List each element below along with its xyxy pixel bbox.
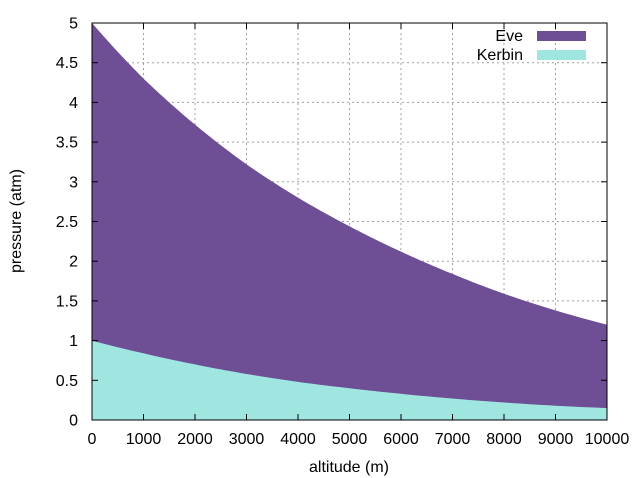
legend-label: Eve: [495, 28, 523, 45]
y-axis-title: pressure (atm): [8, 169, 25, 273]
legend-swatch: [537, 50, 586, 60]
x-tick-label: 8000: [486, 431, 522, 448]
x-tick-label: 10000: [585, 431, 630, 448]
y-tick-label: 0.5: [56, 373, 78, 390]
legend-label: Kerbin: [477, 47, 523, 64]
y-tick-label: 3: [69, 174, 78, 191]
legend: Eve Kerbin: [477, 28, 586, 64]
x-tick-label: 9000: [538, 431, 574, 448]
x-tick-label: 5000: [332, 431, 368, 448]
area-kerbin: [92, 340, 607, 420]
y-tick-label: 4: [69, 95, 78, 112]
y-tick-label: 1: [69, 333, 78, 350]
area-eve: [92, 23, 607, 420]
x-tick-label: 2000: [177, 431, 213, 448]
y-tick-label: 3.5: [56, 135, 78, 152]
y-tick-label: 5: [69, 16, 78, 33]
legend-item-eve: Eve: [495, 28, 586, 45]
x-axis-title: altitude (m): [309, 459, 389, 476]
legend-swatch: [537, 31, 586, 41]
x-tick-label: 4000: [280, 431, 316, 448]
x-tick-label: 7000: [435, 431, 471, 448]
axes-layer: 0 1000 2000 3000 4000 5000 6000 7000 8000 9000 100…: [56, 16, 630, 449]
x-tick-label: 6000: [383, 431, 419, 448]
y-tick-label: 2: [69, 254, 78, 271]
legend-item-kerbin: Kerbin: [477, 47, 586, 64]
x-tick-label: 0: [88, 431, 97, 448]
x-tick-label: 3000: [229, 431, 265, 448]
y-tick-label: 2.5: [56, 214, 78, 231]
areas-layer: [92, 23, 607, 420]
y-tick-label: 0: [69, 413, 78, 430]
y-tick-label: 4.5: [56, 55, 78, 72]
x-tick-label: 1000: [126, 431, 162, 448]
y-tick-label: 1.5: [56, 293, 78, 310]
